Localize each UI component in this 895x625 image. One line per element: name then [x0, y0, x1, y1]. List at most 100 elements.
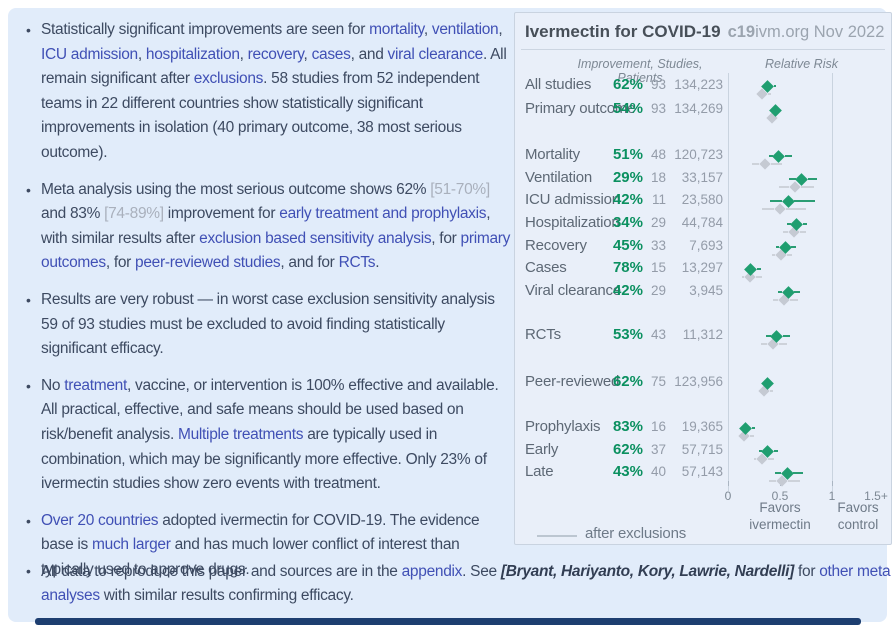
ci-bar — [802, 223, 808, 225]
inline-link[interactable]: hospitalization — [145, 45, 240, 63]
row-label: Prophylaxis — [525, 418, 601, 435]
inline-link[interactable]: mortality — [369, 21, 424, 38]
panel-title: Ivermectin for COVID-19 c19ivm.org Nov 20… — [525, 22, 884, 42]
text-segment: . See — [462, 563, 501, 580]
inline-link[interactable]: other meta analyses — [41, 563, 891, 604]
ci-bar-exclusions — [799, 231, 806, 233]
inline-link[interactable]: Over 20 countries — [41, 511, 159, 529]
row-label: Ventilation — [525, 169, 593, 186]
ci-bar-exclusions — [786, 208, 806, 210]
row-label: All studies — [525, 76, 592, 93]
row-improvement: 62% — [612, 373, 643, 390]
ci-bar — [751, 427, 756, 429]
row-label: RCTs — [525, 326, 561, 343]
inline-link[interactable]: viral clearance — [387, 45, 484, 63]
inline-link[interactable]: much larger — [92, 536, 171, 554]
row-improvement: 53% — [612, 326, 643, 343]
row-studies: 37 — [650, 442, 666, 457]
inline-link[interactable]: early treatment and prophylaxis — [279, 205, 487, 223]
inline-link[interactable]: appendix — [401, 563, 463, 580]
text-segment: , for — [105, 254, 136, 272]
ci-bar — [794, 200, 816, 202]
row-improvement: 45% — [612, 237, 643, 254]
ci-bar — [794, 291, 800, 293]
inline-link[interactable]: primary outcomes — [41, 229, 511, 272]
row-studies: 75 — [650, 374, 666, 389]
row-studies: 48 — [650, 147, 666, 162]
ci-bar-exclusions — [771, 254, 776, 256]
text-segment: , vaccine, or intervention is 100% effec… — [41, 376, 499, 443]
text-segment: , — [423, 21, 432, 38]
row-label: Viral clearance — [525, 282, 621, 299]
row-improvement: 29% — [612, 169, 643, 186]
row-studies: 40 — [650, 464, 666, 479]
text-segment: , — [137, 45, 146, 63]
inline-link[interactable]: recovery — [247, 45, 304, 63]
ci-bar-exclusions — [788, 480, 800, 482]
ci-bar — [784, 155, 793, 157]
ci-bar — [768, 155, 773, 157]
bullet-item: No treatment, vaccine, or intervention i… — [22, 374, 514, 497]
inline-link[interactable]: ICU admission — [41, 45, 138, 63]
inline-link[interactable]: exclusions — [193, 70, 264, 88]
ci-bar-exclusions — [783, 231, 788, 233]
text-segment: , and — [350, 45, 388, 63]
text-segment: and 83% — [41, 205, 105, 223]
row-label: ICU admission — [525, 191, 620, 208]
ci-bar-exclusions — [741, 276, 744, 278]
ci-bar — [766, 335, 771, 337]
row-patients: 123,956 — [674, 374, 723, 389]
ci-bar — [793, 472, 803, 474]
row-label: Peer-reviewed — [525, 373, 620, 390]
row-studies: 93 — [650, 77, 666, 92]
row-patients: 19,365 — [681, 419, 723, 434]
forest-plot-panel: Ivermectin for COVID-19 c19ivm.org Nov 20… — [514, 12, 892, 545]
inline-link[interactable]: cases — [311, 45, 351, 63]
row-patients: 23,580 — [681, 192, 723, 207]
row-improvement: 62% — [612, 441, 643, 458]
text-segment: Results are very robust — in worst case … — [41, 290, 495, 358]
ci-bar — [789, 178, 796, 180]
text-segment: , and for — [280, 254, 339, 272]
text-segment: improvement for — [163, 205, 280, 223]
text-segment: . 58 studies from 52 independent teams i… — [41, 70, 480, 161]
text-segment: All data to reproduce this paper and sou… — [41, 563, 402, 580]
forest-marker-exclusions — [774, 203, 786, 215]
text-segment: , with similar results after — [41, 205, 491, 247]
inline-link[interactable]: peer-reviewed studies — [135, 254, 281, 272]
row-patients: 44,784 — [681, 215, 723, 230]
row-improvement: 43% — [612, 463, 643, 480]
ci-bar-exclusions — [749, 435, 754, 437]
row-patients: 11,312 — [682, 327, 723, 342]
footer-bullet: All data to reproduce this paper and sou… — [22, 560, 895, 607]
inline-link[interactable]: RCTs — [338, 254, 376, 272]
exclusions-legend-label: after exclusions — [585, 525, 687, 542]
inline-link[interactable]: Multiple treatments — [177, 425, 304, 443]
text-segment: Statistically significant improvements a… — [41, 21, 370, 38]
column-header-relative-risk: Relative Risk — [765, 57, 838, 71]
row-improvement: 83% — [612, 418, 643, 435]
row-label: Mortality — [525, 146, 580, 163]
exclusions-legend-line — [537, 535, 577, 537]
axis-tick-0 — [728, 481, 729, 486]
inline-link[interactable]: treatment — [64, 376, 128, 394]
row-improvement: 54% — [612, 100, 643, 117]
row-improvement: 78% — [612, 259, 643, 276]
row-studies: 11 — [651, 192, 666, 207]
row-patients: 13,297 — [681, 260, 723, 275]
text-segment: , — [498, 21, 503, 38]
ci-bar-exclusions — [800, 186, 815, 188]
row-patients: 134,223 — [674, 77, 723, 92]
text-segment: , — [239, 45, 248, 63]
row-studies: 43 — [650, 327, 666, 342]
ci-bar-exclusions — [787, 254, 793, 256]
forest-marker-exclusions — [759, 158, 772, 170]
row-improvement: 42% — [612, 191, 643, 208]
inline-link[interactable]: exclusion based sensitivity analysis — [199, 229, 432, 247]
text-segment: with similar results confirming efficacy… — [99, 586, 354, 604]
row-patients: 57,715 — [681, 442, 723, 457]
ci-bar-exclusions — [768, 458, 774, 460]
text-segment: , for — [431, 229, 461, 247]
inline-link[interactable]: ventilation — [431, 21, 499, 38]
text-segment: for — [794, 563, 820, 580]
